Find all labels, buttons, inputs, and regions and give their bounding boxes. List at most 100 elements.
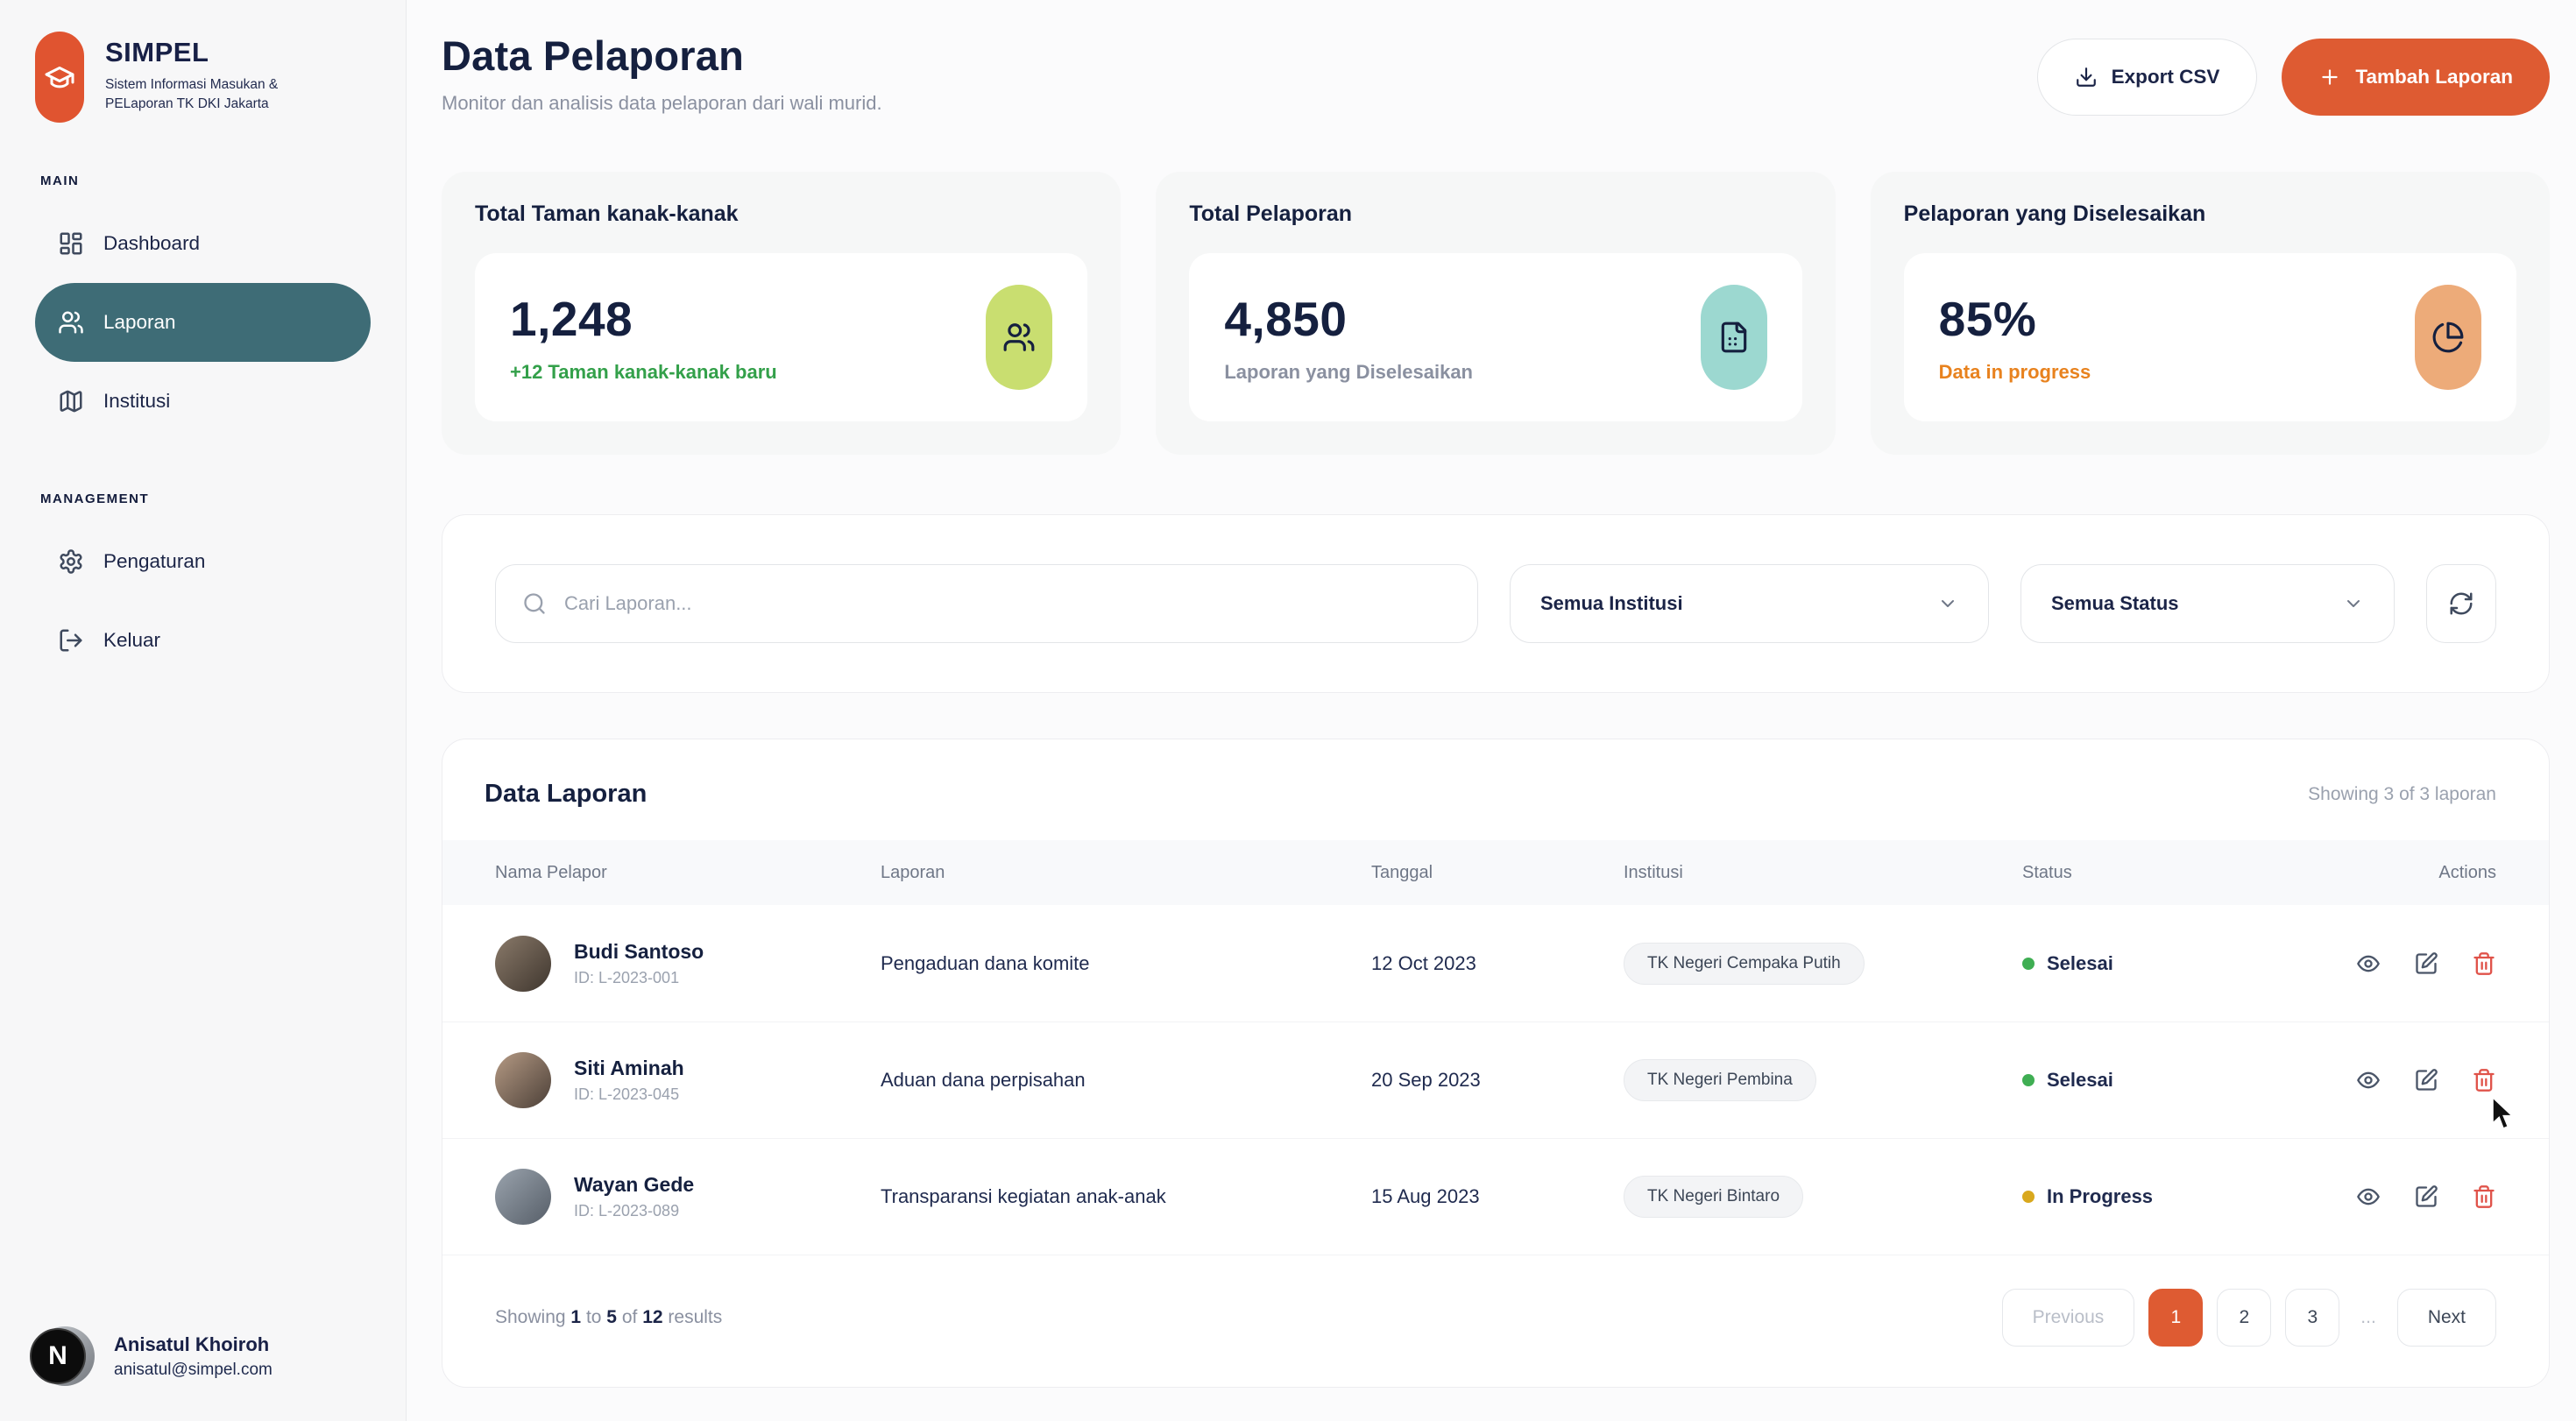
page-subtitle: Monitor dan analisis data pelaporan dari… xyxy=(442,92,882,114)
edit-pencil-icon xyxy=(2414,951,2438,976)
column-header: Status xyxy=(2022,862,2072,882)
table-header-row: Nama Pelapor Laporan Tanggal Institusi S… xyxy=(442,840,2549,905)
stat-title: Total Pelaporan xyxy=(1189,201,1353,226)
nextjs-dev-badge[interactable]: N xyxy=(30,1328,86,1384)
graduation-cap-icon xyxy=(44,61,75,93)
trash-icon xyxy=(2472,951,2496,976)
reporter-id: ID: L-2023-045 xyxy=(574,1085,680,1103)
status-cell: In Progress xyxy=(2022,1185,2320,1208)
sidebar-item-label: Dashboard xyxy=(103,232,201,254)
next-page-button[interactable]: Next xyxy=(2396,1289,2496,1347)
search-box[interactable] xyxy=(495,564,1478,643)
plus-icon xyxy=(2318,66,2341,88)
table-body: Budi Santoso ID: L-2023-001 Pengaduan da… xyxy=(442,905,2549,1255)
edit-button[interactable] xyxy=(2414,951,2438,976)
table-row: Wayan Gede ID: L-2023-089 Transparansi k… xyxy=(442,1138,2549,1255)
eye-icon xyxy=(2356,1068,2381,1092)
view-button[interactable] xyxy=(2356,951,2381,976)
stat-card-total-tk: Total Taman kanak-kanak 1,248 +12 Taman … xyxy=(442,172,1122,455)
stat-card-total-pelaporan: Total Pelaporan 4,850 Laporan yang Disel… xyxy=(1156,172,1836,455)
export-csv-button[interactable]: Export CSV xyxy=(2036,39,2258,116)
delete-button[interactable] xyxy=(2472,1068,2496,1092)
laporan-cell: Pengaduan dana komite xyxy=(881,951,1090,974)
brand: SIMPEL Sistem Informasi Masukan & PELapo… xyxy=(35,32,371,123)
page-button-3[interactable]: 3 xyxy=(2285,1289,2340,1347)
table-row: Siti Aminah ID: L-2023-045 Aduan dana pe… xyxy=(442,1022,2549,1138)
reporter-avatar xyxy=(495,935,551,992)
edit-button[interactable] xyxy=(2414,1068,2438,1092)
stat-caption: Data in progress xyxy=(1938,361,2091,383)
sidebar-item-pengaturan[interactable]: Pengaturan xyxy=(35,522,371,601)
refresh-button[interactable] xyxy=(2426,564,2496,643)
stat-value: 1,248 xyxy=(510,292,633,346)
sidebar-section-main: MAIN xyxy=(40,173,80,188)
sidebar-item-label: Institusi xyxy=(103,390,171,412)
column-header: Institusi xyxy=(1624,862,1683,882)
reporter-name: Wayan Gede xyxy=(574,1173,695,1196)
trash-icon xyxy=(2472,1184,2496,1209)
chevron-down-icon xyxy=(2343,593,2364,614)
edit-pencil-icon xyxy=(2414,1068,2438,1092)
users-icon xyxy=(58,309,84,336)
eye-icon xyxy=(2356,1184,2381,1209)
status-cell: Selesai xyxy=(2022,952,2320,975)
status-label: In Progress xyxy=(2047,1185,2154,1207)
search-icon xyxy=(522,591,547,616)
search-input[interactable] xyxy=(564,592,1451,615)
sidebar-item-label: Keluar xyxy=(103,629,161,651)
delete-button[interactable] xyxy=(2472,951,2496,976)
view-button[interactable] xyxy=(2356,1184,2381,1209)
status-dot xyxy=(2022,1191,2035,1203)
sidebar-item-label: Pengaturan xyxy=(103,550,206,572)
results-summary: Showing 1 to 5 of 12 results xyxy=(495,1307,723,1327)
reporter-avatar xyxy=(495,1169,551,1225)
edit-button[interactable] xyxy=(2414,1184,2438,1209)
institution-filter-select[interactable]: Semua Institusi xyxy=(1510,564,1989,643)
chevron-down-icon xyxy=(1937,593,1958,614)
stat-value: 4,850 xyxy=(1224,292,1348,346)
page-button-2[interactable]: 2 xyxy=(2217,1289,2272,1347)
reporter-id: ID: L-2023-089 xyxy=(574,1202,680,1220)
main-content: Data Pelaporan Monitor dan analisis data… xyxy=(407,0,2576,1421)
institution-chip: TK Negeri Cempaka Putih xyxy=(1624,942,1865,985)
column-header: Nama Pelapor xyxy=(495,862,607,882)
delete-button[interactable] xyxy=(2472,1184,2496,1209)
brand-logo xyxy=(35,32,84,123)
laporan-cell: Transparansi kegiatan anak-anak xyxy=(881,1185,1166,1207)
column-header: Laporan xyxy=(881,862,945,882)
sidebar-item-laporan[interactable]: Laporan xyxy=(35,283,371,362)
stat-value: 85% xyxy=(1938,292,2037,346)
stat-caption: +12 Taman kanak-kanak baru xyxy=(510,361,777,383)
logout-icon xyxy=(58,627,84,654)
brand-subtitle: Sistem Informasi Masukan & PELaporan TK … xyxy=(105,77,279,111)
sidebar-item-keluar[interactable]: Keluar xyxy=(35,601,371,680)
gear-icon xyxy=(58,548,84,575)
page-button-1[interactable]: 1 xyxy=(2148,1289,2204,1347)
sidebar-item-dashboard[interactable]: Dashboard xyxy=(35,204,371,283)
stats-row: Total Taman kanak-kanak 1,248 +12 Taman … xyxy=(442,172,2550,455)
view-button[interactable] xyxy=(2356,1068,2381,1092)
tanggal-cell: 15 Aug 2023 xyxy=(1371,1185,1480,1207)
pagination-ellipsis: ... xyxy=(2360,1307,2376,1327)
reporter-name: Siti Aminah xyxy=(574,1057,684,1079)
dashboard-grid-icon xyxy=(58,230,84,257)
reporter-id: ID: L-2023-001 xyxy=(574,968,680,986)
refresh-icon xyxy=(2448,590,2474,617)
reporter-avatar xyxy=(495,1052,551,1108)
sidebar-section-management: MANAGEMENT xyxy=(40,491,150,506)
sidebar-nav-main: Dashboard Laporan Institusi xyxy=(35,204,371,441)
table-footer: Showing 1 to 5 of 12 results Previous 1 … xyxy=(442,1255,2549,1387)
sidebar-item-label: Laporan xyxy=(103,311,176,333)
users-icon xyxy=(986,285,1053,390)
tambah-laporan-button[interactable]: Tambah Laporan xyxy=(2282,39,2550,116)
previous-page-button[interactable]: Previous xyxy=(2001,1289,2135,1347)
institution-chip: TK Negeri Bintaro xyxy=(1624,1176,1804,1218)
sidebar-item-institusi[interactable]: Institusi xyxy=(35,362,371,441)
stat-title: Pelaporan yang Diselesaikan xyxy=(1903,201,2206,226)
status-filter-select[interactable]: Semua Status xyxy=(2020,564,2395,643)
status-dot xyxy=(2022,1074,2035,1086)
status-dot xyxy=(2022,957,2035,970)
brand-name: SIMPEL xyxy=(105,37,209,67)
table-showing-count: Showing 3 of 3 laporan xyxy=(2308,783,2496,804)
tanggal-cell: 12 Oct 2023 xyxy=(1371,951,1476,974)
